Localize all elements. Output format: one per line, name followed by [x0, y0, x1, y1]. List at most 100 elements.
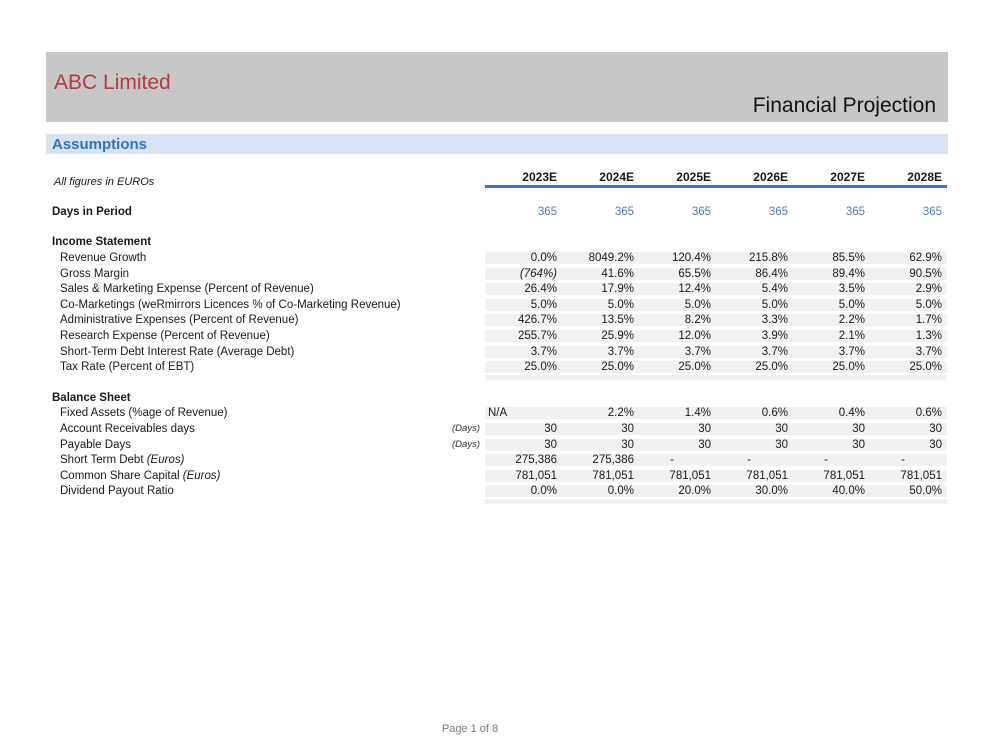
value-cell: 8.2% [639, 314, 716, 327]
value-cell: 25.0% [485, 361, 562, 374]
value-cell: 30 [870, 422, 947, 435]
row-label-cell: Account Receivables days (Days) [52, 423, 485, 435]
row-label-cell: Common Share Capital (Euros) [52, 470, 485, 482]
row-values: 426.7% 13.5% 8.2% 3.3% 2.2% 1.7% [485, 314, 947, 327]
days-in-period-label: Days in Period [52, 205, 132, 218]
row-label: Revenue Growth [60, 251, 147, 264]
row-values: 0.0% 0.0% 20.0% 30.0% 40.0% 50.0% [485, 485, 947, 498]
value-cell: 20.0% [639, 485, 716, 498]
value-cell: 1.4% [639, 407, 716, 420]
value-cell: 255.7% [485, 329, 562, 342]
value-cell: 3.7% [716, 345, 793, 358]
value-cell: 30 [485, 422, 562, 435]
row-label: Administrative Expenses (Percent of Reve… [60, 314, 299, 327]
value-cell: 30 [716, 438, 793, 451]
assumptions-table: All figures in EUROs 2023E 2024E 2025E 2026… [52, 170, 948, 505]
value-cell: 1.7% [870, 314, 947, 327]
row-label-cell: Fixed Assets (%age of Revenue) [52, 407, 485, 419]
row-label: Short-Term Debt Interest Rate (Average D… [60, 345, 295, 358]
value-cell: 0.6% [716, 407, 793, 420]
value-cell: 40.0% [793, 485, 870, 498]
company-name: ABC Limited [54, 71, 171, 94]
value-cell: 41.6% [562, 267, 639, 280]
year-column-header: 2028E [907, 170, 942, 184]
value-cell: 781,051 [870, 469, 947, 482]
value-cell: - [716, 454, 793, 467]
row-label: Dividend Payout Ratio [60, 485, 174, 498]
row-label: Tax Rate (Percent of EBT) [60, 361, 195, 374]
value-cell: 0.0% [562, 485, 639, 498]
row-values: 26.4% 17.9% 12.4% 5.4% 3.5% 2.9% [485, 283, 947, 296]
value-cell: 12.0% [639, 329, 716, 342]
page-number: Page 1 of 8 [441, 723, 499, 735]
value-cell: 86.4% [716, 267, 793, 280]
header-banner: ABC Limited Financial Projection [46, 52, 948, 122]
year-column-header: 2024E [599, 170, 634, 184]
row-label-cell: Administrative Expenses (Percent of Reve… [52, 314, 485, 326]
value-cell: 5.0% [793, 298, 870, 311]
days-in-period-values: 365 365 365 365 365 365 [485, 206, 947, 218]
value-cell: 30 [870, 438, 947, 451]
row-label: Payable Days [60, 438, 131, 451]
figures-note: All figures in EUROs [54, 176, 155, 188]
value-cell: N/A [485, 407, 562, 420]
value-cell: 5.0% [870, 298, 947, 311]
value-cell: 2.2% [793, 314, 870, 327]
row-values: 0.0% 8049.2% 120.4% 215.8% 85.5% 62.9% [485, 251, 947, 264]
row-label-unit: (Euros) [146, 454, 185, 467]
value-cell: 26.4% [485, 283, 562, 296]
table-row: Short-Term Debt Interest Rate (Average D… [52, 344, 948, 360]
table-header-row: All figures in EUROs 2023E 2024E 2025E 2026… [52, 170, 948, 188]
value-cell: 90.5% [870, 267, 947, 280]
row-label-cell: Short Term Debt (Euros) [52, 454, 485, 466]
row-label-cell: Payable Days (Days) [52, 439, 485, 451]
value-cell: 2.1% [793, 329, 870, 342]
row-label: Sales & Marketing Expense (Percent of Re… [60, 283, 314, 296]
value-cell: 2.2% [562, 407, 639, 420]
value-cell: 30 [562, 438, 639, 451]
row-values: 275,386 275,386- - - - [485, 454, 947, 467]
table-row: Payable Days (Days) 30 30 30 30 30 30 [52, 437, 948, 453]
row-label-cell: Dividend Payout Ratio [52, 485, 485, 497]
row-values: (764%) 41.6% 65.5% 86.4% 89.4% 90.5% [485, 267, 947, 280]
group-title: Balance Sheet [52, 391, 131, 404]
row-values: N/A 2.2% 1.4% 0.6% 0.4% 0.6% [485, 407, 947, 420]
row-label: Co-Marketings (weRmirrors Licences % of … [60, 298, 401, 311]
table-row: Dividend Payout Ratio 0.0% 0.0% 20.0% 30.0% 4… [52, 484, 948, 500]
value-cell: 8049.2% [562, 251, 639, 264]
year-header-cells: 2023E 2024E 2025E 2026E 2027E 2028E [485, 170, 947, 188]
value-cell: 30 [793, 422, 870, 435]
table-body: Income Statement Revenue Growth 0.0% 8049.2… [52, 235, 948, 505]
value-cell: 25.0% [793, 361, 870, 374]
table-row: Gross Margin (764%) 41.6% 65.5% 86.4% 89.4% 90… [52, 266, 948, 282]
row-label-cell: Sales & Marketing Expense (Percent of Re… [52, 283, 485, 295]
section-title: Assumptions [52, 135, 148, 153]
figures-note-cell: All figures in EUROs [52, 176, 485, 188]
row-unit-note: (Days) [452, 423, 480, 435]
value-cell: 0.6% [870, 407, 947, 420]
value-cell: 0.0% [485, 251, 562, 264]
days-value-cell: 365 [768, 205, 788, 218]
value-cell: 1.3% [870, 329, 947, 342]
value-cell: 2.9% [870, 283, 947, 296]
row-label-cell: Co-Marketings (weRmirrors Licences % of … [52, 299, 485, 311]
value-cell: 426.7% [485, 314, 562, 327]
group-background-pad [485, 374, 947, 380]
row-label: Gross Margin [60, 267, 130, 280]
table-row: Fixed Assets (%age of Revenue) N/A 2.2% 1.4… [52, 406, 948, 422]
row-label-cell: Revenue Growth [52, 252, 485, 264]
value-cell: 3.9% [716, 329, 793, 342]
row-label-cell: Gross Margin [52, 268, 485, 280]
row-values: 5.0% 5.0% 5.0% 5.0% 5.0% 5.0% [485, 298, 947, 311]
row-label: Short Term Debt (Euros) [60, 454, 185, 467]
value-cell: 5.0% [562, 298, 639, 311]
value-cell: 275,386 [562, 454, 639, 467]
value-cell: 781,051 [639, 469, 716, 482]
value-cell: 30 [639, 422, 716, 435]
table-row: Sales & Marketing Expense (Percent of Re… [52, 281, 948, 297]
table-row: Revenue Growth 0.0% 8049.2% 120.4% 215.8% 85.… [52, 250, 948, 266]
value-cell: 30 [639, 438, 716, 451]
value-cell: 25.9% [562, 329, 639, 342]
section-header-bar: Assumptions [46, 134, 948, 154]
row-values: 30 30 30 30 30 30 [485, 422, 947, 435]
